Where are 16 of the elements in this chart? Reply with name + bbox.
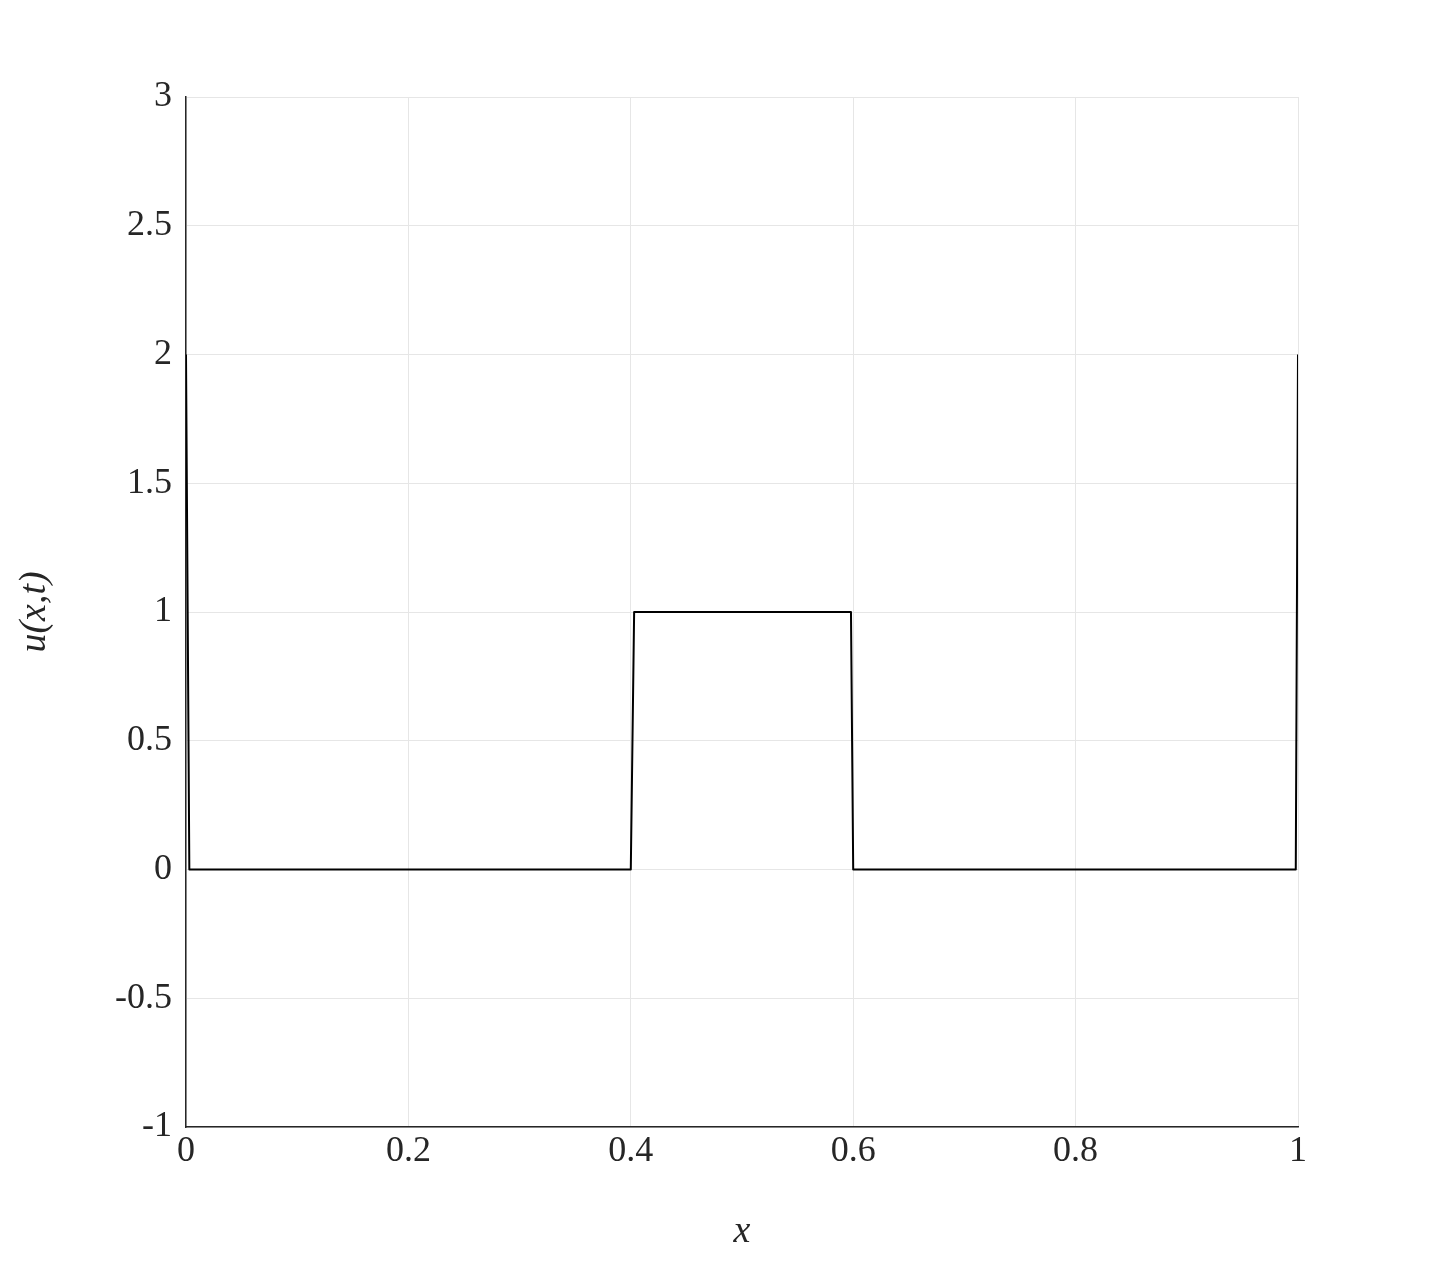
y-tick-label: 1: [154, 589, 172, 630]
x-tick-label: 0.6: [830, 1129, 876, 1170]
x-tick-label: 1: [1289, 1129, 1307, 1170]
y-tick-label: -0.5: [115, 975, 172, 1016]
y-tick-label: 1.5: [127, 460, 172, 501]
y-tick-label: -1: [142, 1104, 172, 1145]
y-axis-title: u(x,t): [10, 571, 54, 653]
y-tick-label: 2: [154, 331, 172, 372]
x-tick-label: 0.2: [385, 1129, 431, 1170]
x-axis-title: x: [732, 1208, 751, 1251]
y-tick-label: 2.5: [127, 203, 172, 244]
x-tick-label: 0.4: [608, 1129, 654, 1170]
y-tick-label: 0: [154, 846, 172, 887]
x-tick-label: 0.8: [1053, 1129, 1099, 1170]
y-tick-label: 0.5: [127, 718, 172, 759]
y-tick-label: 3: [154, 74, 172, 115]
